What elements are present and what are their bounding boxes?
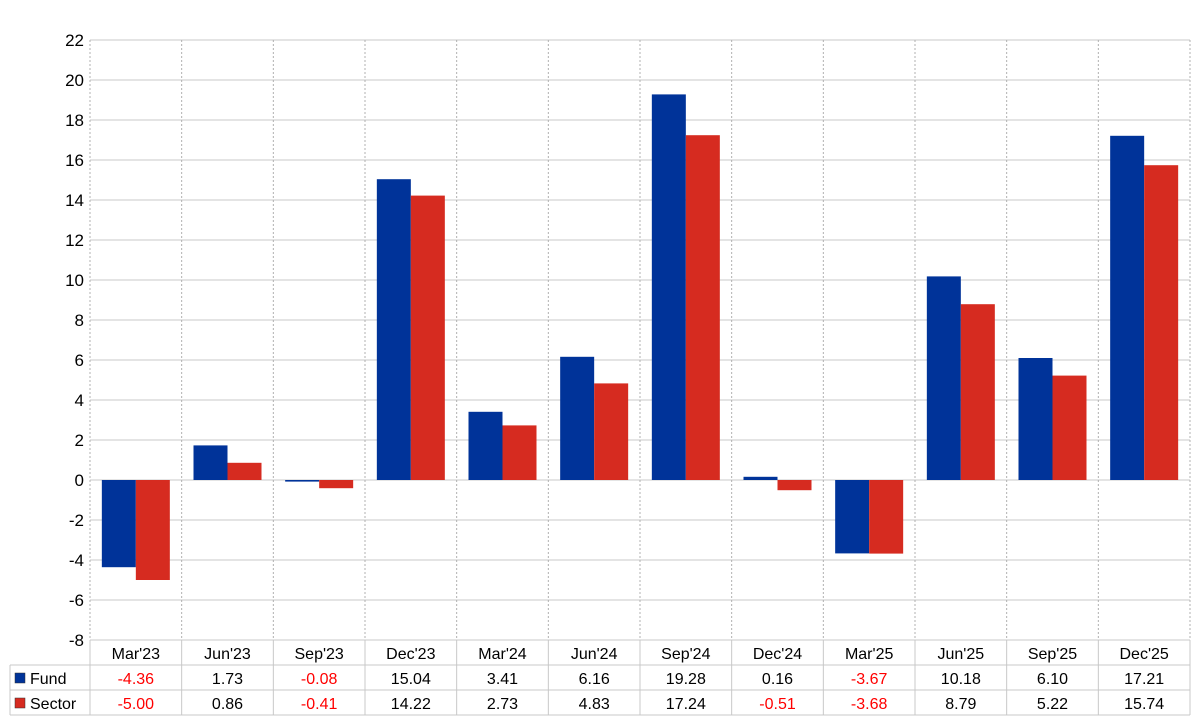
bar-sector [594,383,629,480]
y-tick-label: 2 [75,431,84,450]
y-tick-label: -4 [69,551,84,570]
x-tick-label: Mar'23 [112,646,161,663]
data-label-sector: 5.22 [1037,696,1068,713]
y-tick-label: 8 [75,311,84,330]
bar-sector [227,462,262,480]
bar-sector [869,480,904,554]
data-label-fund: 10.18 [941,671,981,688]
x-tick-label: Sep'25 [1028,646,1077,663]
x-tick-label: Mar'24 [478,646,527,663]
data-label-sector: 2.73 [487,696,518,713]
data-label-fund: -3.67 [851,671,888,688]
data-label-fund: 0.16 [762,671,793,688]
data-label-sector: 0.86 [212,696,243,713]
bar-fund [1110,135,1145,481]
legend-swatch-fund [14,672,26,684]
data-label-fund: -4.36 [118,671,155,688]
y-tick-label: 22 [65,31,84,50]
data-label-sector: 17.24 [666,696,706,713]
data-label-fund: 17.21 [1124,671,1164,688]
data-label-fund: 6.10 [1037,671,1068,688]
x-tick-label: Sep'24 [661,646,710,663]
data-label-sector: -0.41 [301,696,338,713]
data-table: Mar'23 Jun'23 Sep'23 Dec'23 Mar'24 Jun'24 Sep'… [9,640,1191,716]
bar-sector [960,304,995,480]
x-tick-label: Jun'25 [938,646,985,663]
y-tick-label: 20 [65,71,84,90]
gridlines [89,39,1191,641]
bar-fund [743,476,778,480]
y-tick-label: -6 [69,591,84,610]
bar-fund [835,480,870,554]
bar-fund [560,356,595,480]
y-tick-label: 6 [75,351,84,370]
bar-fund [101,480,136,568]
legend-label-sector: Sector [30,696,77,713]
bar-fund [651,94,686,481]
y-tick-label: 14 [65,191,84,210]
bar-fund [285,480,320,482]
y-tick-label: -2 [69,511,84,530]
y-tick-label: 16 [65,151,84,170]
bar-sector [319,480,354,489]
data-label-sector: 15.74 [1124,696,1164,713]
data-label-sector: 8.79 [945,696,976,713]
bar-sector [685,135,720,480]
bar-fund [1018,358,1053,480]
legend-label-fund: Fund [30,671,66,688]
bar-sector [1144,165,1179,480]
data-label-fund: 6.16 [579,671,610,688]
y-tick-label: 0 [75,471,84,490]
bars [101,94,1179,580]
data-label-fund: 15.04 [391,671,431,688]
x-tick-label: Mar'25 [845,646,894,663]
data-label-fund: -0.08 [301,671,338,688]
bar-fund [193,445,228,480]
y-tick-label: -8 [69,631,84,650]
x-tick-label: Jun'24 [571,646,618,663]
data-label-fund: 1.73 [212,671,243,688]
bar-sector [135,480,170,580]
bar-sector [1052,375,1087,480]
x-tick-label: Dec'24 [753,646,802,663]
y-tick-label: 10 [65,271,84,290]
data-label-fund: 3.41 [487,671,518,688]
x-tick-label: Jun'23 [204,646,251,663]
bar-sector [410,195,445,480]
x-tick-label: Dec'23 [386,646,435,663]
y-tick-label: 12 [65,231,84,250]
data-label-sector: -3.68 [851,696,888,713]
x-tick-label: Dec'25 [1120,646,1169,663]
y-tick-label: 18 [65,111,84,130]
data-label-sector: -0.51 [759,696,796,713]
bar-sector [777,480,812,491]
bar-fund [926,276,961,480]
data-label-fund: 19.28 [666,671,706,688]
bar-sector [502,425,537,480]
bar-fund [468,411,503,480]
data-label-sector: 14.22 [391,696,431,713]
bar-fund [376,179,411,480]
data-label-sector: 4.83 [579,696,610,713]
legend-swatch-sector [14,697,26,709]
x-tick-label: Sep'23 [295,646,344,663]
data-label-sector: -5.00 [118,696,155,713]
y-tick-label: 4 [75,391,84,410]
